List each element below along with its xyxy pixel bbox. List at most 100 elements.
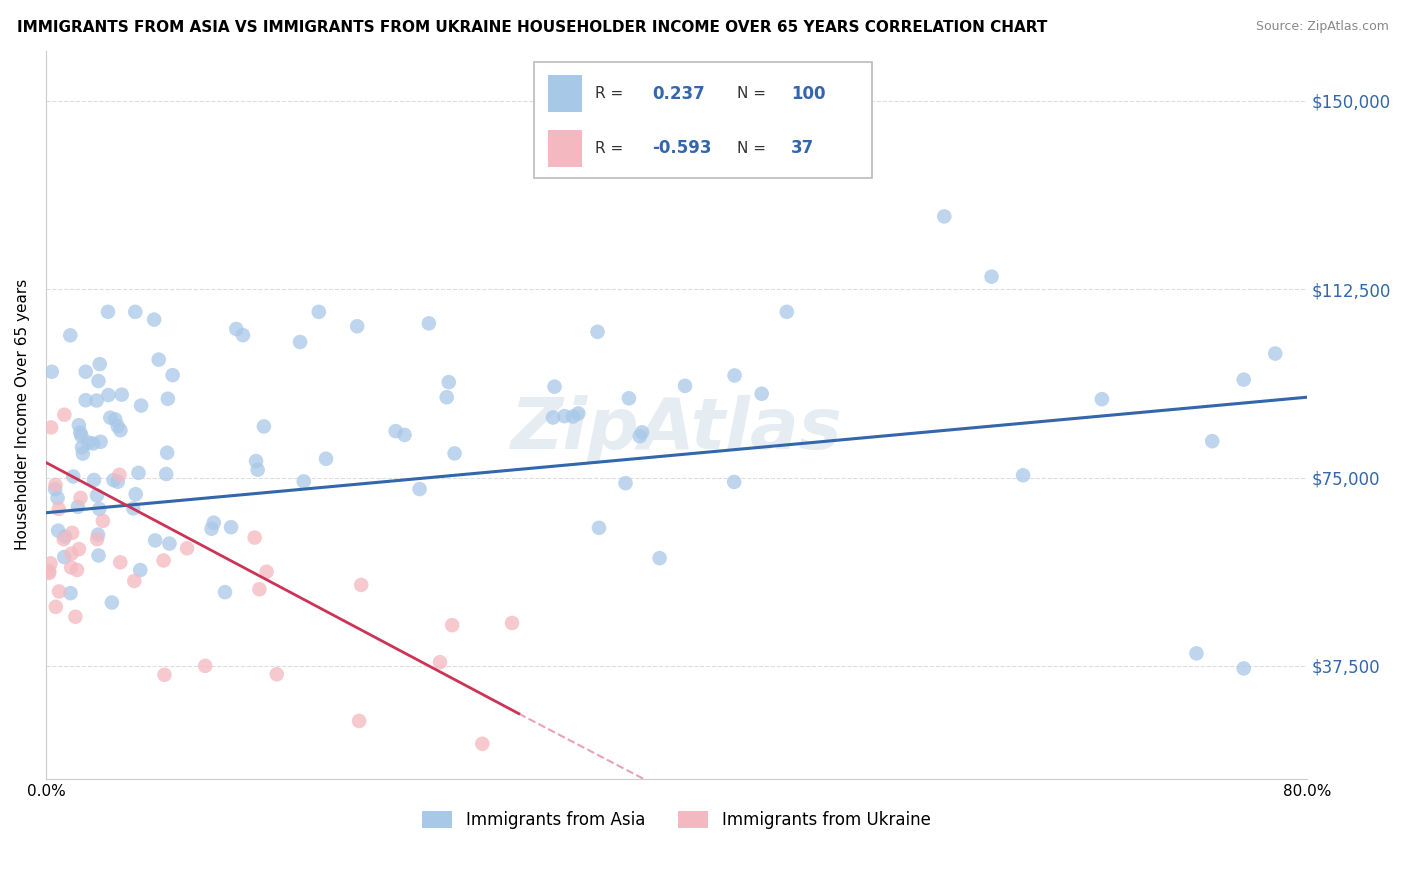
Point (48, 502, 70, 516)
Point (65, 609, 87, 624)
Point (46, 491, 69, 505)
Point (225, 322, 247, 336)
Point (162, 368, 184, 383)
Point (247, 582, 270, 597)
Legend: Immigrants from Asia, Immigrants from Ukraine: Immigrants from Asia, Immigrants from Uk… (416, 805, 938, 836)
Point (98, 410, 121, 425)
Point (75, 365, 97, 379)
Point (122, 501, 145, 516)
Point (86, 488, 108, 502)
Point (751, 386, 773, 401)
Point (346, 319, 368, 334)
Point (129, 399, 152, 413)
FancyBboxPatch shape (548, 75, 582, 112)
Point (82, 436, 104, 450)
Point (1091, 392, 1114, 407)
Point (315, 451, 337, 466)
Point (617, 392, 640, 406)
Text: 100: 100 (790, 85, 825, 103)
Point (194, 658, 217, 673)
Point (253, 419, 276, 434)
Point (156, 392, 179, 406)
Point (243, 531, 266, 545)
Point (124, 305, 146, 319)
Point (153, 668, 176, 682)
Point (1201, 434, 1223, 449)
Point (72, 447, 94, 461)
Point (46, 524, 69, 538)
Point (436, 390, 458, 404)
Point (67, 542, 90, 557)
Point (39, 557, 62, 571)
Point (553, 409, 575, 423)
Point (418, 317, 440, 331)
Point (219, 520, 242, 534)
Text: R =: R = (595, 141, 623, 156)
Point (256, 565, 278, 579)
Point (394, 428, 416, 442)
Point (124, 574, 146, 588)
Point (159, 536, 181, 550)
Point (48, 584, 70, 599)
Point (561, 409, 583, 424)
Point (59, 328, 82, 343)
Point (103, 473, 125, 487)
Y-axis label: Householder Income Over 65 years: Householder Income Over 65 years (15, 279, 30, 550)
Point (52, 533, 75, 547)
Point (148, 352, 170, 367)
Point (350, 578, 373, 592)
Point (202, 516, 225, 530)
Point (44, 478, 66, 492)
Point (1233, 373, 1256, 387)
Point (107, 475, 129, 489)
Point (384, 424, 406, 438)
Point (70, 440, 93, 454)
Point (39, 420, 62, 434)
Point (75, 393, 97, 408)
Point (980, 269, 1002, 284)
Point (673, 379, 696, 393)
Point (501, 615, 523, 630)
Point (541, 410, 564, 425)
Point (1185, 646, 1208, 660)
Point (107, 419, 129, 434)
Point (127, 466, 149, 480)
Point (97, 388, 120, 402)
Point (62, 469, 84, 483)
Point (91, 514, 114, 528)
Point (776, 305, 799, 319)
Point (246, 463, 269, 477)
Point (288, 334, 311, 349)
Point (110, 423, 132, 437)
Point (155, 467, 177, 481)
Point (152, 553, 174, 567)
Point (69, 425, 91, 440)
Point (614, 476, 637, 491)
Point (176, 541, 198, 556)
Point (723, 368, 745, 383)
FancyBboxPatch shape (534, 62, 872, 178)
Point (60, 547, 83, 561)
Point (101, 595, 124, 609)
Point (156, 446, 179, 460)
Point (53, 408, 76, 422)
Point (308, 305, 330, 319)
Point (53, 530, 76, 544)
Point (567, 407, 589, 421)
Point (429, 655, 451, 669)
Point (934, 210, 956, 224)
FancyBboxPatch shape (548, 129, 582, 167)
Point (437, 375, 460, 389)
Point (41, 365, 63, 379)
Point (443, 446, 465, 460)
Point (631, 425, 654, 440)
Point (69, 491, 91, 505)
Point (723, 475, 745, 489)
Point (471, 737, 494, 751)
Point (70, 429, 93, 443)
Point (59, 586, 82, 600)
Point (87, 527, 110, 541)
Point (66, 563, 89, 577)
Text: N =: N = (737, 141, 766, 156)
Point (125, 487, 148, 501)
